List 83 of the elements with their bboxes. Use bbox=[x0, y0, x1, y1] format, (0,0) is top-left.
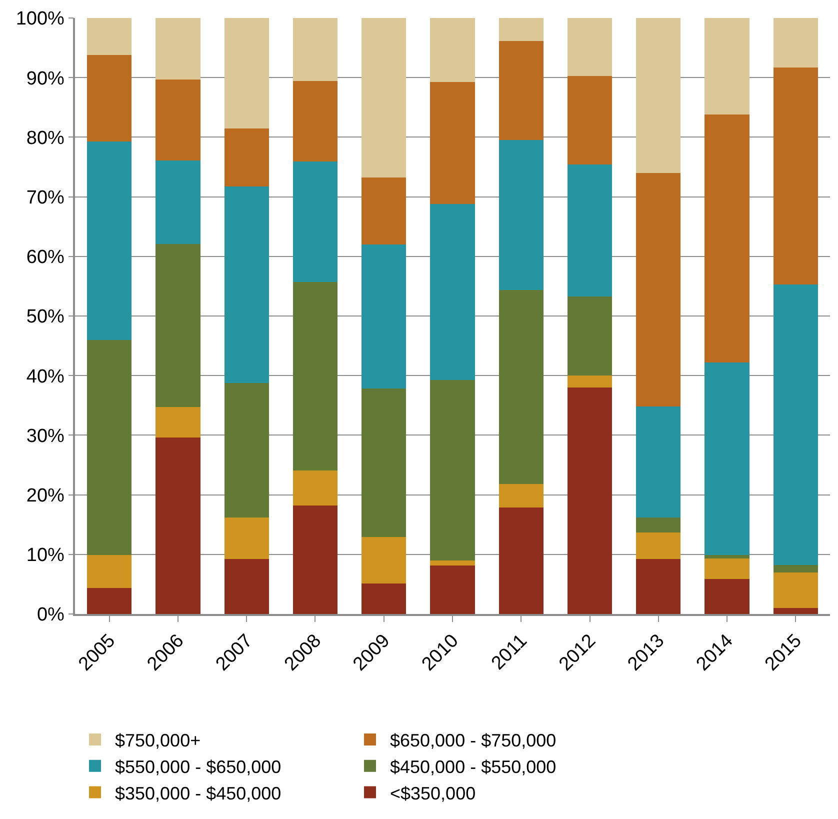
bar bbox=[430, 560, 475, 566]
bar bbox=[704, 578, 750, 614]
bar bbox=[156, 438, 200, 614]
bar bbox=[224, 186, 269, 383]
bar bbox=[224, 382, 269, 518]
bar bbox=[704, 555, 750, 559]
bar bbox=[430, 380, 475, 560]
bar bbox=[498, 140, 544, 290]
bar bbox=[636, 172, 681, 407]
bar bbox=[498, 290, 544, 484]
bar bbox=[773, 284, 818, 566]
bar bbox=[156, 160, 200, 244]
y-tick-label: 100% bbox=[16, 8, 65, 30]
bar bbox=[704, 362, 750, 555]
y-tick-label: 50% bbox=[26, 306, 65, 328]
y-tick-label: 0% bbox=[36, 604, 65, 626]
bar bbox=[567, 164, 612, 296]
bar bbox=[567, 296, 612, 376]
bar bbox=[498, 18, 544, 42]
y-tick-label: 70% bbox=[26, 187, 65, 208]
bar bbox=[567, 18, 612, 76]
bar bbox=[362, 537, 406, 584]
bar bbox=[362, 388, 406, 538]
y-tick-label: 80% bbox=[26, 128, 65, 149]
bar bbox=[87, 340, 132, 555]
bar bbox=[430, 18, 475, 82]
y-tick-label: 90% bbox=[26, 68, 65, 90]
bar bbox=[498, 507, 544, 614]
legend-label: $350,000 - $450,000 bbox=[115, 783, 282, 804]
bar bbox=[430, 566, 475, 614]
bar bbox=[87, 18, 132, 55]
bar bbox=[292, 162, 338, 282]
bar bbox=[362, 244, 406, 389]
bar bbox=[498, 484, 544, 508]
bar bbox=[430, 204, 475, 380]
bar bbox=[87, 141, 132, 340]
bar bbox=[87, 588, 132, 614]
bar bbox=[498, 41, 544, 140]
bar bbox=[704, 114, 750, 362]
bar bbox=[292, 81, 338, 162]
bar bbox=[430, 82, 475, 204]
bar bbox=[224, 128, 269, 187]
bar bbox=[773, 67, 818, 284]
y-tick-label: 60% bbox=[26, 247, 65, 268]
y-tick-label: 10% bbox=[26, 545, 65, 566]
bar bbox=[156, 244, 200, 408]
bar bbox=[87, 555, 132, 588]
bar bbox=[362, 584, 406, 614]
bar bbox=[292, 506, 338, 614]
bar bbox=[156, 18, 200, 80]
bar bbox=[224, 18, 269, 128]
legend-label: <$350,000 bbox=[390, 783, 476, 804]
bar bbox=[362, 18, 406, 178]
bar bbox=[362, 178, 406, 244]
bar bbox=[636, 559, 681, 614]
bar bbox=[567, 388, 612, 614]
bar bbox=[567, 76, 612, 165]
bar bbox=[292, 470, 338, 506]
bar bbox=[567, 376, 612, 388]
bar bbox=[773, 565, 818, 572]
bar bbox=[224, 559, 269, 614]
legend-label: $450,000 - $550,000 bbox=[390, 756, 556, 777]
legend-label: $550,000 - $650,000 bbox=[115, 756, 282, 777]
bar bbox=[156, 79, 200, 160]
y-tick-label: 30% bbox=[26, 426, 65, 447]
y-tick-label: 40% bbox=[26, 366, 65, 388]
bar bbox=[636, 517, 681, 532]
legend-label: $750,000+ bbox=[115, 730, 201, 750]
bar bbox=[704, 18, 750, 115]
bar bbox=[636, 406, 681, 518]
y-tick-label: 20% bbox=[26, 485, 65, 506]
bar bbox=[292, 282, 338, 470]
bar bbox=[224, 517, 269, 560]
bar bbox=[773, 608, 818, 614]
bar bbox=[773, 572, 818, 608]
bar bbox=[87, 54, 132, 142]
bar bbox=[704, 558, 750, 579]
bar bbox=[773, 18, 818, 68]
legend-label: $650,000 - $750,000 bbox=[390, 730, 556, 750]
bar bbox=[636, 18, 681, 173]
bar bbox=[636, 532, 681, 560]
bar bbox=[292, 18, 338, 82]
bar bbox=[156, 407, 200, 438]
